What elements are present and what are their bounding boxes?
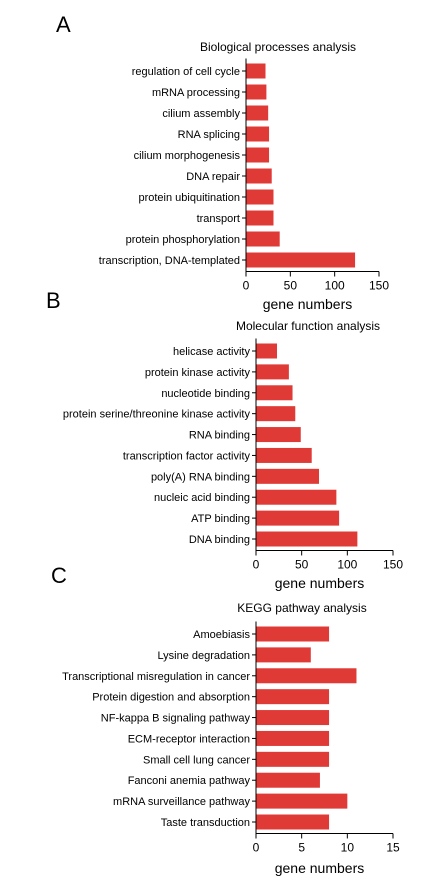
bar [246,147,270,163]
category-label: protein serine/threonine kinase activity [63,409,251,421]
bar [256,510,340,526]
category-label: RNA binding [189,430,250,442]
category-label: Lysine degradation [157,650,250,662]
chart-title: Biological processes analysis [200,40,356,54]
bar [246,126,270,142]
category-label: DNA repair [186,171,240,183]
bar [246,168,272,184]
bar [256,793,348,809]
category-label: ECM-receptor interaction [128,733,250,745]
chart-title: Molecular function analysis [236,319,380,333]
x-tick-label: 100 [325,279,345,293]
panel-label: B [46,288,61,313]
category-label: mRNA processing [152,87,240,99]
panel-label: C [51,563,67,588]
category-label: transcription factor activity [123,450,251,462]
bar [256,489,337,505]
bar [256,730,330,746]
x-tick-label: 15 [386,840,400,854]
x-tick-label: 150 [383,557,403,571]
bar [246,189,274,205]
x-axis-label: gene numbers [275,575,365,591]
x-tick-label: 0 [253,557,260,571]
category-label: protein ubiquitination [138,192,240,204]
bar [256,710,330,726]
bar [256,427,301,443]
category-label: poly(A) RNA binding [151,471,250,483]
bar [246,231,280,247]
category-label: NF-kappa B signaling pathway [101,713,251,725]
bar [256,531,358,547]
x-tick-label: 150 [369,279,389,293]
category-label: nucleic acid binding [154,492,250,504]
bar [256,406,296,422]
category-label: Taste transduction [161,817,250,829]
x-tick-label: 5 [298,840,305,854]
bar [246,63,266,79]
category-label: protein kinase activity [145,367,251,379]
category-label: DNA binding [189,534,250,546]
x-tick-label: 0 [253,840,260,854]
category-label: transcription, DNA-templated [99,255,240,267]
bar [256,668,357,684]
x-tick-label: 50 [284,279,298,293]
bar [246,210,274,226]
category-label: ATP binding [191,513,250,525]
category-label: mRNA surveillance pathway [113,796,250,808]
bar [256,626,330,642]
category-label: Transcriptional misregulation in cancer [62,671,250,683]
bar [256,689,330,705]
bar [256,385,293,401]
category-label: RNA splicing [178,129,240,141]
category-label: Amoebiasis [193,629,250,641]
x-axis-label: gene numbers [263,296,353,312]
category-label: cilium assembly [162,108,240,120]
bar [246,84,267,100]
category-label: nucleotide binding [161,388,250,400]
bar [256,814,330,830]
bar [256,364,289,380]
x-tick-label: 0 [243,279,250,293]
bar [256,468,320,484]
category-label: helicase activity [173,346,251,358]
x-tick-label: 10 [341,840,355,854]
panel-label: A [56,12,71,37]
category-label: Protein digestion and absorption [92,692,250,704]
category-label: Small cell lung cancer [143,754,250,766]
category-label: Fanconi anemia pathway [128,775,251,787]
category-label: regulation of cell cycle [132,66,240,78]
category-label: protein phosphorylation [126,234,240,246]
bar [256,343,278,359]
x-axis-label: gene numbers [275,860,365,876]
x-tick-label: 100 [337,557,357,571]
bar [256,772,320,788]
category-label: cilium morphogenesis [134,150,241,162]
category-label: transport [197,213,240,225]
bar [256,647,311,663]
bar [256,447,312,463]
chart-title: KEGG pathway analysis [237,601,366,615]
bar [246,105,269,121]
x-tick-label: 50 [295,557,309,571]
bar [256,751,330,767]
bar [246,252,356,268]
